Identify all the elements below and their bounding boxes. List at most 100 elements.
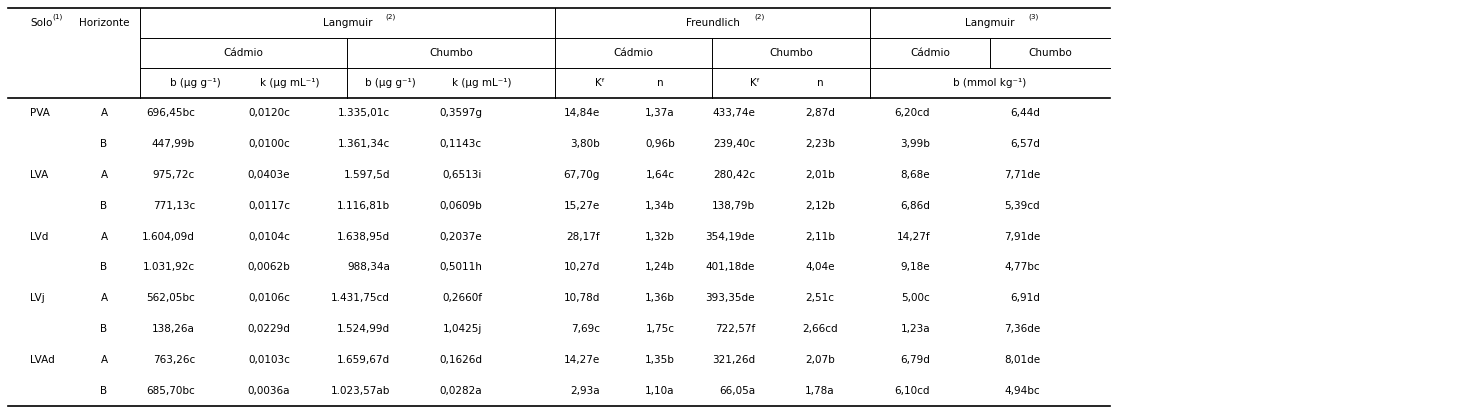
Text: 7,91de: 7,91de — [1004, 232, 1039, 242]
Text: 722,57f: 722,57f — [714, 324, 756, 334]
Text: 0,2037e: 0,2037e — [440, 232, 482, 242]
Text: 2,51c: 2,51c — [806, 293, 835, 303]
Text: 67,70g: 67,70g — [563, 170, 600, 180]
Text: 3,99b: 3,99b — [900, 139, 931, 149]
Text: 0,0609b: 0,0609b — [440, 201, 482, 211]
Text: Langmuir: Langmuir — [323, 18, 372, 28]
Text: 401,18de: 401,18de — [706, 262, 756, 272]
Text: 138,79b: 138,79b — [711, 201, 756, 211]
Text: A: A — [100, 355, 107, 365]
Text: Chumbo: Chumbo — [769, 48, 813, 58]
Text: LVj: LVj — [29, 293, 44, 303]
Text: 1,32b: 1,32b — [645, 232, 675, 242]
Text: b (μg g⁻¹): b (μg g⁻¹) — [365, 78, 416, 88]
Text: Chumbo: Chumbo — [429, 48, 473, 58]
Text: 0,0120c: 0,0120c — [248, 109, 290, 119]
Text: k (μg mL⁻¹): k (μg mL⁻¹) — [453, 78, 512, 88]
Text: 0,0106c: 0,0106c — [248, 293, 290, 303]
Text: 321,26d: 321,26d — [711, 355, 756, 365]
Text: 696,45bc: 696,45bc — [146, 109, 196, 119]
Text: 1.335,01c: 1.335,01c — [338, 109, 390, 119]
Text: Cádmio: Cádmio — [613, 48, 654, 58]
Text: 1,35b: 1,35b — [645, 355, 675, 365]
Text: 4,94bc: 4,94bc — [1004, 386, 1039, 396]
Text: 0,0104c: 0,0104c — [248, 232, 290, 242]
Text: 7,71de: 7,71de — [1004, 170, 1039, 180]
Text: (3): (3) — [1028, 13, 1038, 20]
Text: Kᶠ: Kᶠ — [595, 78, 606, 88]
Text: PVA: PVA — [29, 109, 50, 119]
Text: Chumbo: Chumbo — [1028, 48, 1072, 58]
Text: 562,05bc: 562,05bc — [146, 293, 196, 303]
Text: 0,1626d: 0,1626d — [440, 355, 482, 365]
Text: 5,00c: 5,00c — [901, 293, 931, 303]
Text: 1,24b: 1,24b — [645, 262, 675, 272]
Text: 1.431,75cd: 1.431,75cd — [331, 293, 390, 303]
Text: Solo: Solo — [29, 18, 53, 28]
Text: 0,1143c: 0,1143c — [440, 139, 482, 149]
Text: LVA: LVA — [29, 170, 49, 180]
Text: 2,87d: 2,87d — [806, 109, 835, 119]
Text: 1,34b: 1,34b — [645, 201, 675, 211]
Text: 1.659,67d: 1.659,67d — [337, 355, 390, 365]
Text: 763,26c: 763,26c — [153, 355, 196, 365]
Text: 1,36b: 1,36b — [645, 293, 675, 303]
Text: 0,0403e: 0,0403e — [247, 170, 290, 180]
Text: 7,69c: 7,69c — [570, 324, 600, 334]
Text: 6,86d: 6,86d — [900, 201, 931, 211]
Text: 66,05a: 66,05a — [719, 386, 756, 396]
Text: 14,84e: 14,84e — [564, 109, 600, 119]
Text: 1,75c: 1,75c — [645, 324, 675, 334]
Text: 14,27e: 14,27e — [564, 355, 600, 365]
Text: 0,2660f: 0,2660f — [442, 293, 482, 303]
Text: LVAd: LVAd — [29, 355, 54, 365]
Text: b (mmol kg⁻¹): b (mmol kg⁻¹) — [954, 78, 1026, 88]
Text: 239,40c: 239,40c — [713, 139, 756, 149]
Text: 771,13c: 771,13c — [153, 201, 196, 211]
Text: 0,6513i: 0,6513i — [442, 170, 482, 180]
Text: 6,79d: 6,79d — [900, 355, 931, 365]
Text: A: A — [100, 293, 107, 303]
Text: (2): (2) — [385, 13, 395, 20]
Text: 8,68e: 8,68e — [900, 170, 931, 180]
Text: n: n — [817, 78, 823, 88]
Text: 0,0117c: 0,0117c — [248, 201, 290, 211]
Text: 685,70bc: 685,70bc — [146, 386, 196, 396]
Text: k (μg mL⁻¹): k (μg mL⁻¹) — [260, 78, 320, 88]
Text: Cádmio: Cádmio — [910, 48, 950, 58]
Text: 2,07b: 2,07b — [806, 355, 835, 365]
Text: (2): (2) — [754, 13, 764, 20]
Text: 6,57d: 6,57d — [1010, 139, 1039, 149]
Text: 15,27e: 15,27e — [564, 201, 600, 211]
Text: 280,42c: 280,42c — [713, 170, 756, 180]
Text: 0,96b: 0,96b — [645, 139, 675, 149]
Text: 0,5011h: 0,5011h — [440, 262, 482, 272]
Text: A: A — [100, 232, 107, 242]
Text: 0,0100c: 0,0100c — [248, 139, 290, 149]
Text: 8,01de: 8,01de — [1004, 355, 1039, 365]
Text: Langmuir: Langmuir — [966, 18, 1014, 28]
Text: 3,80b: 3,80b — [570, 139, 600, 149]
Text: 10,78d: 10,78d — [563, 293, 600, 303]
Text: 2,23b: 2,23b — [806, 139, 835, 149]
Text: 4,04e: 4,04e — [806, 262, 835, 272]
Text: 28,17f: 28,17f — [566, 232, 600, 242]
Text: 7,36de: 7,36de — [1004, 324, 1039, 334]
Text: 447,99b: 447,99b — [151, 139, 196, 149]
Text: 0,0062b: 0,0062b — [247, 262, 290, 272]
Text: Horizonte: Horizonte — [79, 18, 129, 28]
Text: 1,10a: 1,10a — [645, 386, 675, 396]
Text: 1,78a: 1,78a — [806, 386, 835, 396]
Text: 1.638,95d: 1.638,95d — [337, 232, 390, 242]
Text: 1.604,09d: 1.604,09d — [143, 232, 196, 242]
Text: Cádmio: Cádmio — [223, 48, 263, 58]
Text: n: n — [657, 78, 663, 88]
Text: 6,20cd: 6,20cd — [895, 109, 931, 119]
Text: 1.524,99d: 1.524,99d — [337, 324, 390, 334]
Text: 393,35de: 393,35de — [706, 293, 756, 303]
Text: 0,0103c: 0,0103c — [248, 355, 290, 365]
Text: 4,77bc: 4,77bc — [1004, 262, 1039, 272]
Text: 14,27f: 14,27f — [897, 232, 931, 242]
Text: 1.031,92c: 1.031,92c — [143, 262, 196, 272]
Text: 2,01b: 2,01b — [806, 170, 835, 180]
